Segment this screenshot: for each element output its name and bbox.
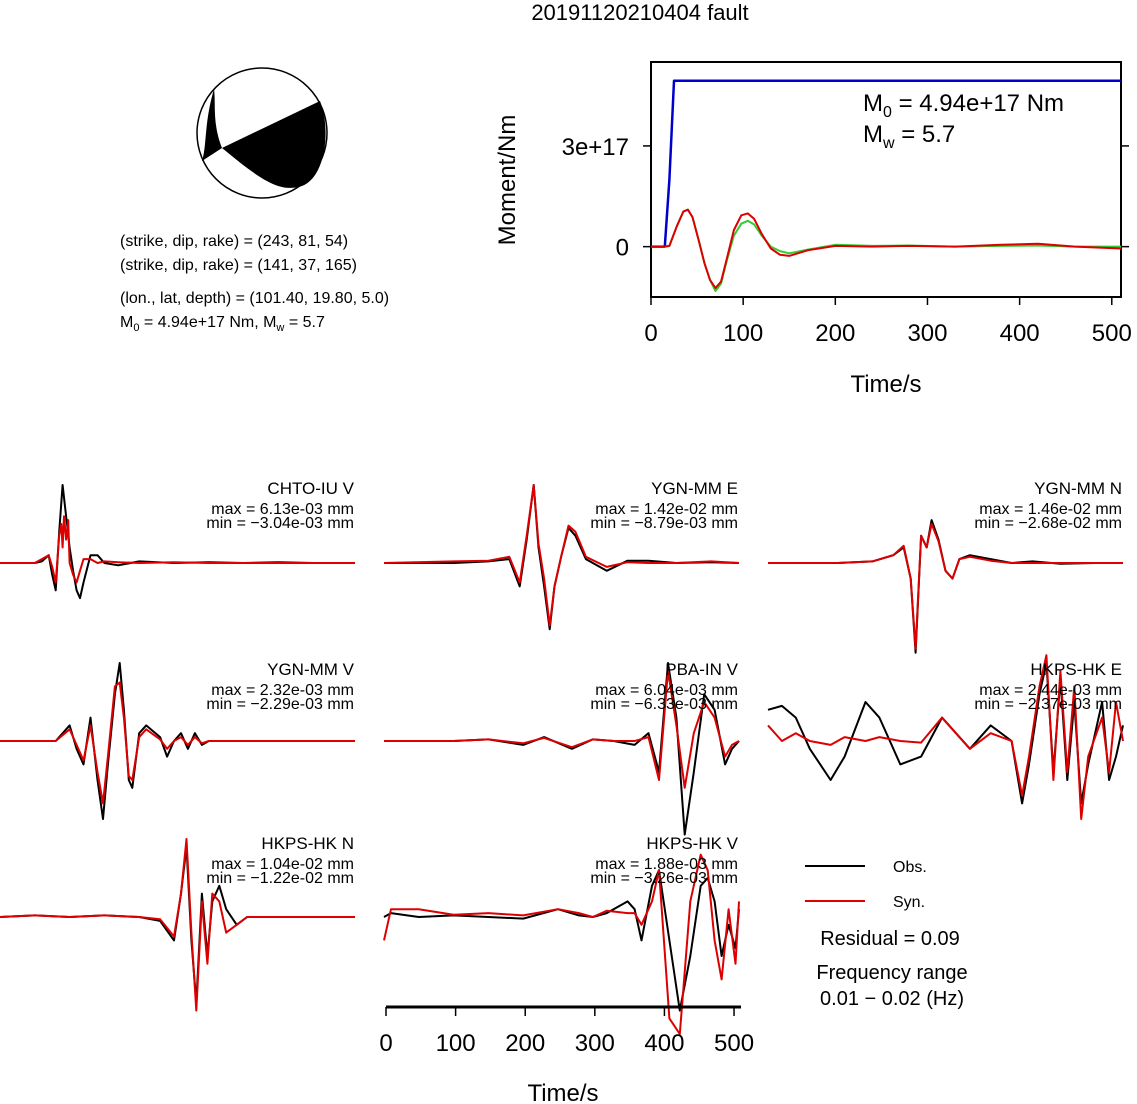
synthetic-trace xyxy=(0,838,355,1012)
synthetic-trace xyxy=(0,681,355,805)
station-label: HKPS-HK V xyxy=(646,834,738,853)
waveform-x-tick-label: 200 xyxy=(505,1030,545,1057)
min-amplitude: min = −8.79e-03 mm xyxy=(590,515,738,532)
min-amplitude: min = −3.04e-03 mm xyxy=(206,515,354,532)
moment-x-tick-label: 300 xyxy=(907,320,947,347)
min-amplitude: min = −3.26e-03 mm xyxy=(590,870,738,887)
station-label: YGN-MM E xyxy=(651,479,738,498)
moment-x-tick-label: 400 xyxy=(1000,320,1040,347)
station-label: CHTO-IU V xyxy=(267,479,354,498)
nodal-plane-2: (strike, dip, rake) = (141, 37, 165) xyxy=(120,257,357,274)
waveform-x-tick-label: 100 xyxy=(436,1030,476,1057)
station-label: YGN-MM N xyxy=(1034,479,1122,498)
moment-magnitude: M0 = 4.94e+17 Nm, Mw = 5.7 xyxy=(120,314,325,334)
legend: Obs. Syn. Residual = 0.09 Frequency rang… xyxy=(805,859,968,1010)
waveform-x-tick-label: 300 xyxy=(575,1030,615,1057)
moment-plot-area xyxy=(651,79,1122,292)
max-amplitude: max = 1.88e-03 mm xyxy=(595,856,738,873)
moment-y-tick-label: 0 xyxy=(616,235,629,262)
min-amplitude: min = −2.29e-03 mm xyxy=(206,696,354,713)
waveform-x-label: Time/s xyxy=(527,1080,598,1104)
legend-obs-label: Obs. xyxy=(893,859,927,876)
station-label: PBA-IN V xyxy=(665,660,738,679)
legend-syn-label: Syn. xyxy=(893,894,925,911)
station-label: HKPS-HK E xyxy=(1030,660,1122,679)
hypocenter: (lon., lat, depth) = (101.40, 19.80, 5.0… xyxy=(120,290,389,307)
min-amplitude: min = −1.22e-02 mm xyxy=(206,870,354,887)
waveform-x-tick-label: 400 xyxy=(644,1030,684,1057)
observed-trace xyxy=(384,662,740,836)
max-amplitude: max = 2.44e-03 mm xyxy=(979,682,1122,699)
moment-plot-frame xyxy=(650,61,1122,298)
waveform-x-axis: 0 100 200 300 400 500 xyxy=(379,1005,754,1057)
synthetic-trace xyxy=(384,669,740,789)
moment-x-tick-label: 200 xyxy=(815,320,855,347)
synthetic-trace xyxy=(768,523,1123,650)
moment-m0-annotation: M0 = 4.94e+17 Nm xyxy=(863,90,1064,121)
synthetic-trace xyxy=(383,484,740,627)
synthetic-trace xyxy=(767,654,1124,820)
min-amplitude: min = −6.33e-03 mm xyxy=(590,696,738,713)
station-label: YGN-MM V xyxy=(267,660,355,679)
source-info: (strike, dip, rake) = (243, 81, 54) (str… xyxy=(120,233,389,334)
moment-panel: 0 100 200 300 400 500 0 3e+17 Time/s Moment/Nm… xyxy=(494,61,1132,398)
waveform-x-tick-label: 500 xyxy=(714,1030,754,1057)
station-label: HKPS-HK N xyxy=(261,834,354,853)
moment-y-tick-label: 3e+17 xyxy=(562,134,629,161)
max-amplitude: max = 1.42e-02 mm xyxy=(595,501,738,518)
max-amplitude: max = 2.32e-03 mm xyxy=(211,682,354,699)
observed-trace xyxy=(383,869,740,1012)
nodal-plane-1: (strike, dip, rake) = (243, 81, 54) xyxy=(120,233,348,250)
moment-x-tick-label: 500 xyxy=(1092,320,1132,347)
max-amplitude: max = 6.13e-03 mm xyxy=(211,501,354,518)
moment-x-axis: 0 100 200 300 400 500 xyxy=(644,297,1132,347)
moment-x-tick-label: 0 xyxy=(644,320,657,347)
moment-x-label: Time/s xyxy=(850,371,921,398)
moment-x-tick-label: 100 xyxy=(723,320,763,347)
moment-y-axis: 0 3e+17 xyxy=(562,134,1129,262)
frequency-title: Frequency range xyxy=(816,962,967,984)
min-amplitude: min = −2.68e-02 mm xyxy=(974,515,1122,532)
observed-trace xyxy=(768,519,1123,654)
residual-text: Residual = 0.09 xyxy=(820,928,960,950)
beachball xyxy=(196,67,328,199)
synthetic-trace xyxy=(0,515,355,584)
moment-mw-annotation: Mw = 5.7 xyxy=(863,121,955,152)
synthetic-trace xyxy=(383,853,740,1035)
max-amplitude: max = 1.04e-02 mm xyxy=(211,856,354,873)
frequency-value: 0.01 − 0.02 (Hz) xyxy=(820,988,964,1010)
waveform-x-tick-label: 0 xyxy=(379,1030,392,1057)
max-amplitude: max = 1.46e-02 mm xyxy=(979,501,1122,518)
moment-rate-red-line xyxy=(651,208,1122,289)
min-amplitude: min = −2.37e-03 mm xyxy=(974,696,1122,713)
moment-y-label: Moment/Nm xyxy=(494,115,521,246)
max-amplitude: max = 6.04e-03 mm xyxy=(595,682,738,699)
figure-title: 20191120210404 fault xyxy=(531,0,748,25)
